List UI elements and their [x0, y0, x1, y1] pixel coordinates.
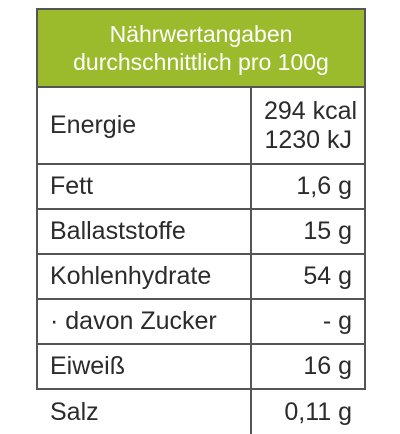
row-value: 16 g [251, 344, 364, 390]
row-label: Eiweiß [38, 344, 252, 390]
row-label: Energie [38, 88, 252, 165]
row-label: · davon Zucker [38, 299, 252, 345]
table-row-zucker: · davon Zucker - g [38, 299, 364, 345]
row-value: 0,11 g [284, 397, 352, 426]
row-value: 54 g [251, 254, 364, 300]
row-value: 294 kcal 1230 kJ [251, 88, 364, 165]
table-row-eiweiss: Eiweiß 16 g [38, 344, 364, 390]
table-row-salz: Salz 0,11 g [38, 389, 364, 434]
table-row-fett: Fett 1,6 g [38, 164, 364, 210]
nutrition-table: Energie 294 kcal 1230 kJ Fett 1,6 g Ball… [38, 88, 364, 434]
value-kcal: 294 kcal [264, 96, 358, 125]
row-value: 1,6 g [251, 164, 364, 210]
row-label: Salz [38, 389, 252, 434]
row-label: Ballaststoffe [38, 209, 252, 255]
row-value: - g [251, 299, 364, 345]
table-row-ballaststoffe: Ballaststoffe 15 g [38, 209, 364, 255]
table-row-energie: Energie 294 kcal 1230 kJ [38, 88, 364, 165]
row-label: Fett [38, 164, 252, 210]
nutrition-table-panel: Nährwertangaben durchschnittlich pro 100… [36, 8, 366, 434]
header-subtitle: durchschnittlich pro 100g [73, 49, 329, 75]
header-title: Nährwertangaben [109, 21, 293, 47]
row-value: 15 g [251, 209, 364, 255]
row-label: Kohlenhydrate [38, 254, 252, 300]
table-row-kohlenhydrate: Kohlenhydrate 54 g [38, 254, 364, 300]
value-kj: 1230 kJ [264, 125, 352, 154]
nutrition-header: Nährwertangaben durchschnittlich pro 100… [38, 10, 364, 88]
